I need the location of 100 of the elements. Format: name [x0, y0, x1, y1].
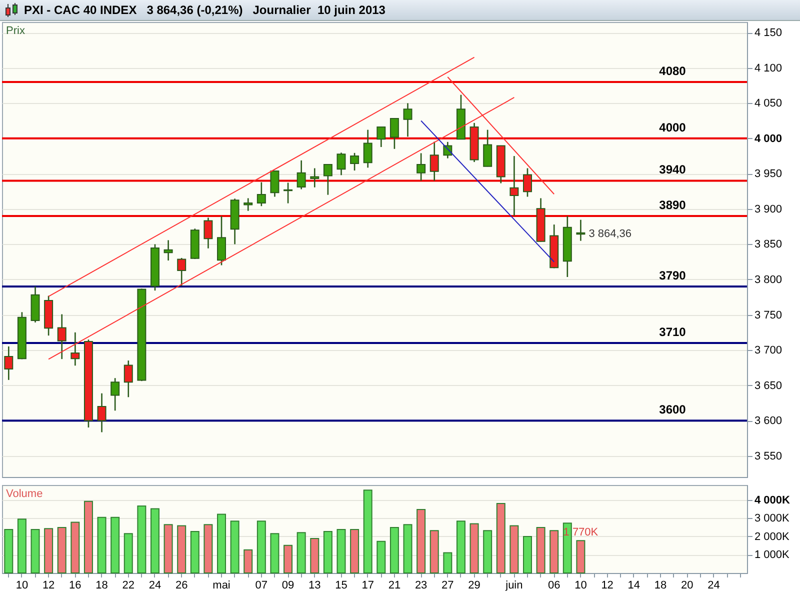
bar	[296, 532, 306, 574]
candlestick	[177, 257, 186, 287]
y-tick-label: 3 850	[754, 238, 782, 251]
y-tick-label: 4 000K	[754, 494, 790, 506]
candlestick	[510, 155, 519, 216]
candlestick	[57, 314, 66, 360]
bar	[217, 514, 226, 574]
bar	[562, 522, 572, 574]
candlestick	[483, 129, 492, 168]
y-tick-label: 3 700	[754, 344, 782, 357]
bar	[137, 505, 146, 574]
y-tick-label: 3 800	[754, 274, 782, 286]
chart-title: Volume	[6, 488, 43, 500]
x-tick-label: 29	[468, 580, 480, 592]
candlestick	[310, 168, 320, 188]
y-tick-label: 3 900	[754, 203, 782, 216]
x-tick-label: mai	[212, 580, 230, 592]
x-tick-label: 24	[148, 580, 162, 592]
bar	[550, 530, 559, 574]
y-tick-label: 3 950	[754, 168, 782, 180]
bar	[70, 522, 80, 574]
bar	[164, 524, 173, 574]
y-tick-label: 3 750	[754, 309, 782, 322]
bar	[416, 508, 426, 574]
bar	[443, 552, 452, 574]
bar	[323, 531, 332, 574]
bar	[483, 530, 492, 574]
chart-title: PXI - CAC 40 INDEX 3 864,36 (-0,21%) Journalier 10 juin 2013	[24, 3, 386, 17]
x-tick-label: 23	[414, 580, 428, 592]
bar	[177, 525, 186, 574]
x-tick-label: 24	[708, 580, 720, 592]
candlestick	[403, 102, 412, 138]
bar	[30, 529, 40, 574]
bar	[363, 490, 372, 574]
y-tick-label: 4 100	[754, 62, 782, 74]
y-tick-label: 2 000K	[754, 530, 790, 543]
bar	[270, 533, 280, 574]
x-tick-label: 12	[42, 580, 55, 592]
bar	[470, 523, 479, 574]
bar	[430, 530, 439, 574]
y-tick-label: 3 650	[754, 380, 782, 392]
candlestick	[376, 126, 386, 148]
candlestick	[217, 215, 226, 266]
bar	[284, 544, 293, 574]
ref-line-label: 3710	[659, 324, 686, 339]
x-tick-label: 09	[282, 580, 294, 592]
bar	[124, 533, 133, 574]
candlestick	[323, 163, 332, 196]
bar	[350, 529, 360, 574]
y-tick-label: 4 150	[754, 27, 782, 40]
candlestick	[350, 152, 360, 172]
bar	[523, 536, 532, 574]
text: 3 864,36	[588, 228, 632, 240]
y-tick-label: 1 000K	[754, 549, 790, 562]
bar	[244, 549, 253, 574]
bar	[57, 527, 66, 574]
candlestick	[110, 377, 120, 412]
candlestick	[363, 129, 372, 168]
bar	[576, 540, 586, 574]
x-tick-label: 22	[122, 580, 135, 592]
bar	[44, 528, 54, 574]
candlestick	[270, 170, 280, 198]
x-tick-label: 20	[681, 580, 694, 592]
candlestick	[576, 219, 586, 242]
x-tick-label: 27	[442, 580, 454, 592]
ref-line-label: 3940	[659, 162, 686, 177]
bar	[84, 500, 93, 574]
bar	[536, 527, 546, 574]
x-tick-label: 06	[548, 580, 560, 592]
x-tick-label: 07	[255, 580, 268, 592]
x-tick-label: 12	[601, 580, 614, 592]
x-tick-label: 10	[16, 580, 28, 592]
candlestick	[523, 168, 532, 198]
bar	[4, 529, 14, 574]
y-tick-label: 3 000K	[754, 512, 790, 525]
bar	[256, 520, 266, 574]
bar	[150, 508, 160, 574]
ref-line-label: 4000	[659, 120, 686, 134]
bar	[496, 502, 506, 574]
x-tick-label: 14	[628, 580, 640, 592]
x-tick-label: juin	[504, 580, 523, 592]
candlestick	[284, 182, 293, 204]
y-tick-label: 3 550	[754, 450, 782, 462]
x-tick-label: 16	[69, 580, 82, 592]
x-tick-label: 21	[388, 580, 401, 592]
ref-line-label: 4080	[659, 64, 686, 78]
candlestick	[70, 332, 80, 366]
candlestick	[4, 346, 14, 381]
x-tick-label: 18	[96, 580, 108, 592]
candlestick	[256, 182, 266, 207]
x-tick-label: 26	[175, 580, 188, 592]
x-tick-label: 15	[335, 580, 348, 592]
bar	[97, 516, 106, 574]
data-label: 1 770K	[563, 526, 599, 539]
bar	[403, 524, 412, 574]
candlestick	[244, 198, 253, 212]
x-tick-label: 18	[654, 580, 667, 592]
candlestick	[390, 118, 399, 150]
x-tick-label: 10	[574, 580, 587, 592]
candlestick	[204, 217, 213, 250]
